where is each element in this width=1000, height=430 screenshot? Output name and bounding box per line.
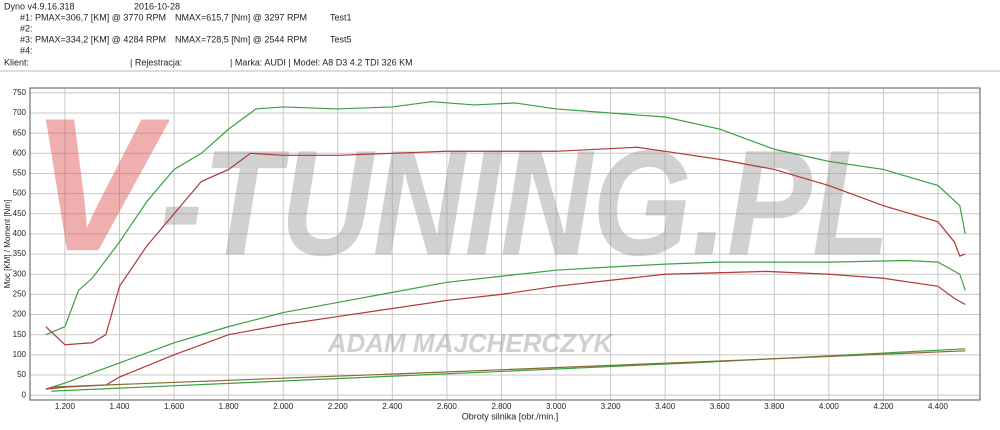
date: 2016-10-28 — [134, 1, 180, 11]
y-tick-label: 500 — [13, 189, 27, 198]
registration: | Rejestracja: — [130, 57, 182, 67]
watermark: V -TUNING.PL ADAM MAJCHERCZYK — [30, 79, 890, 358]
client: Klient: — [4, 57, 29, 67]
x-tick-label: 4.000 — [819, 402, 840, 411]
y-axis-label: Moc [KM] / Moment [Nm] — [3, 200, 12, 288]
model: | Marka: AUDI | Model: A8 D3 4.2 TDI 326… — [230, 57, 413, 67]
y-tick-label: 550 — [13, 169, 27, 178]
y-tick-label: 400 — [13, 229, 27, 238]
series-line — [45, 259, 966, 390]
series-line — [45, 101, 966, 336]
plot-lines — [45, 101, 966, 392]
app-version: Dyno v4.9.16.318 — [4, 1, 75, 11]
y-tick-label: 200 — [13, 310, 27, 319]
watermark-text: -TUNING.PL — [160, 119, 890, 287]
x-tick-label: 2.200 — [328, 402, 349, 411]
run-nmax: NMAX=728,5 [Nm] @ 2544 RPM — [175, 34, 307, 44]
x-tick-label: 3.400 — [655, 402, 676, 411]
x-tick-label: 2.400 — [382, 402, 403, 411]
grid — [30, 88, 980, 400]
y-tick-label: 150 — [13, 330, 27, 339]
series-line — [45, 146, 966, 346]
y-tick-label: 100 — [13, 350, 27, 359]
x-tick-label: 1.200 — [55, 402, 76, 411]
y-tick-label: 300 — [13, 269, 27, 278]
y-tick-label: 650 — [13, 128, 27, 137]
y-tick-label: 700 — [13, 108, 27, 117]
y-tick-label: 50 — [17, 370, 26, 379]
run-label: #3: PMAX=334,2 [KM] @ 4284 RPM — [20, 34, 166, 44]
run-name: Test1 — [330, 12, 352, 22]
x-tick-label: 2.000 — [273, 402, 294, 411]
x-tick-label: 3.200 — [601, 402, 622, 411]
x-tick-label: 2.800 — [491, 402, 512, 411]
y-tick-label: 450 — [13, 209, 27, 218]
run-label: #2: — [20, 23, 33, 33]
x-tick-label: 3.800 — [764, 402, 785, 411]
run-nmax: NMAX=615,7 [Nm] @ 3297 RPM — [175, 12, 307, 22]
x-tick-label: 2.600 — [437, 402, 458, 411]
series-line — [51, 348, 966, 392]
x-tick-label: 3.000 — [546, 402, 567, 411]
series-line — [45, 270, 966, 390]
watermark-initial: V — [30, 79, 170, 291]
watermark-author: ADAM MAJCHERCZYK — [327, 328, 615, 358]
y-tick-label: 600 — [13, 148, 27, 157]
x-tick-label: 3.600 — [710, 402, 731, 411]
x-tick-label: 1.600 — [164, 402, 185, 411]
y-tick-label: 350 — [13, 249, 27, 258]
run-label: #1: PMAX=306,7 [KM] @ 3770 RPM — [20, 12, 166, 22]
y-tick-label: 750 — [13, 88, 27, 97]
x-tick-label: 1.400 — [109, 402, 130, 411]
x-tick-label: 4.200 — [873, 402, 894, 411]
x-tick-label: 4.400 — [928, 402, 949, 411]
y-tick-label: 0 — [22, 390, 27, 399]
run-label: #4: — [20, 45, 33, 55]
plot-frame — [29, 87, 981, 401]
series-line — [51, 350, 966, 388]
x-tick-label: 1.800 — [219, 402, 240, 411]
x-axis-label: Obroty silnika [obr./min.] — [462, 411, 559, 421]
run-name: Test5 — [330, 34, 352, 44]
y-tick-label: 250 — [13, 289, 27, 298]
